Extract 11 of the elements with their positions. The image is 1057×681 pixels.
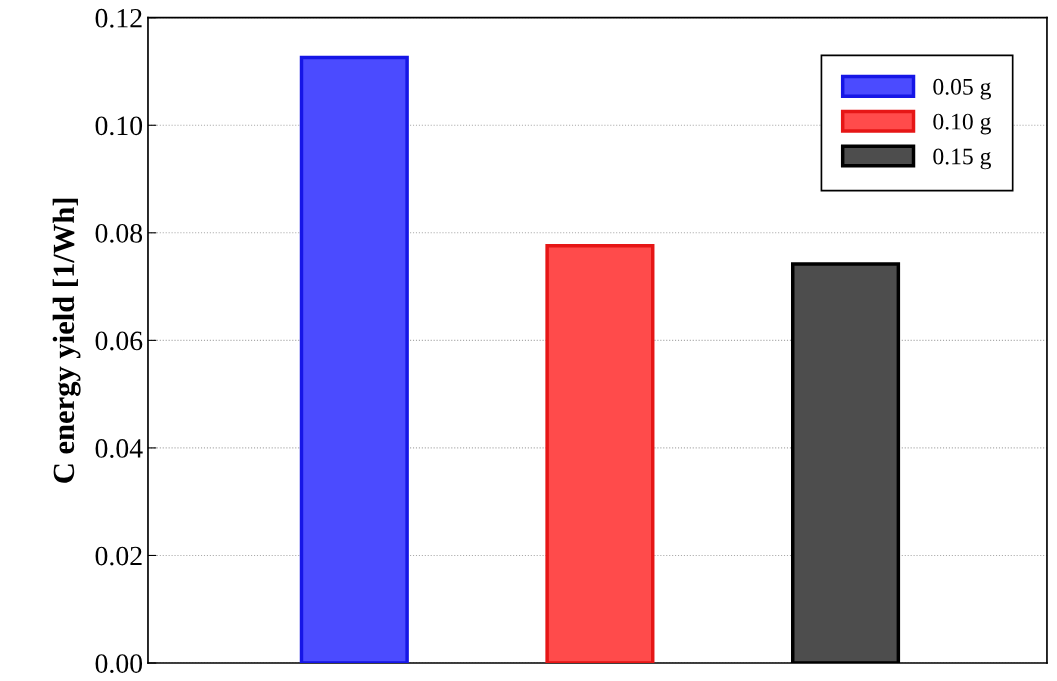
y-tick-label: 0.02 xyxy=(95,546,142,566)
y-tick-label: 0.10 xyxy=(95,116,143,136)
legend-label: 0.15 g xyxy=(933,148,991,170)
y-tick-label: 0.04 xyxy=(95,439,143,458)
y-tick-label: 0.12 xyxy=(95,8,142,28)
legend-label: 0.05 g xyxy=(933,78,991,100)
y-tick-label: 0.00 xyxy=(95,654,143,674)
y-tick-label: 0.06 xyxy=(95,331,143,351)
legend-label: 0.10 g xyxy=(933,113,991,135)
y-axis-title: C energy yield [1/Wh] xyxy=(52,198,81,483)
y-tick-label: 0.08 xyxy=(95,223,143,243)
